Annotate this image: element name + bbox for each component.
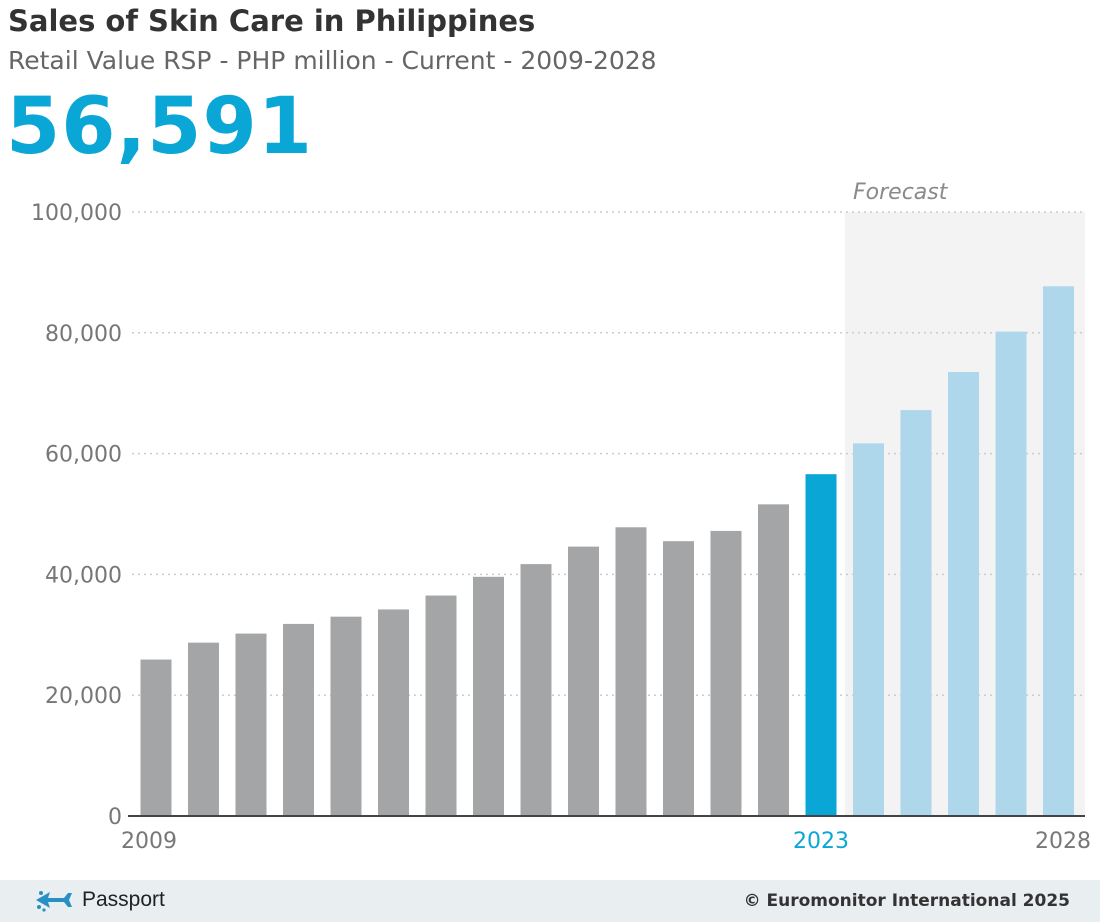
bar-2014 — [378, 609, 409, 816]
bar-2026 — [948, 372, 979, 816]
x-tick-label-2023: 2023 — [793, 829, 849, 854]
bar-2011 — [235, 633, 267, 816]
copyright-text: © Euromonitor International 2025 — [743, 891, 1070, 911]
bar-2021 — [710, 530, 742, 816]
y-tick-label: 80,000 — [45, 322, 122, 347]
brand-label: Passport — [82, 888, 165, 911]
bar-2016 — [473, 576, 504, 816]
y-tick-label: 20,000 — [45, 684, 122, 709]
chart-title: Sales of Skin Care in Philippines — [8, 4, 536, 38]
x-tick-label-2028: 2028 — [1035, 829, 1091, 854]
bar-2027 — [995, 331, 1027, 816]
passport-brand: Passport — [34, 887, 165, 913]
y-tick-label: 100,000 — [31, 201, 122, 226]
bar-2025 — [900, 410, 932, 816]
x-tick-label-2009: 2009 — [121, 829, 177, 854]
bar-2018 — [568, 546, 599, 816]
bar-2020 — [663, 541, 694, 816]
passport-logo-icon — [36, 891, 72, 912]
sales-bar-chart: Forecast 0 20,000 40,000 60,000 80,000 100,000… — [31, 180, 1091, 854]
forecast-label: Forecast — [853, 180, 949, 205]
bar-2028 — [1043, 286, 1074, 816]
bar-2022 — [758, 504, 789, 816]
bar-2013 — [330, 616, 362, 816]
bar-2019 — [615, 527, 647, 816]
y-tick-label: 0 — [108, 805, 122, 830]
headline-value: 56,591 — [6, 82, 313, 172]
y-tick-label: 40,000 — [45, 563, 122, 588]
chart-subtitle: Retail Value RSP - PHP million - Current… — [8, 46, 657, 75]
bar-2023 — [805, 474, 837, 816]
y-tick-label: 60,000 — [45, 443, 122, 468]
bar-2015 — [425, 595, 457, 816]
bar-2010 — [188, 642, 219, 816]
bar-2017 — [520, 564, 552, 816]
bar-2009 — [140, 659, 172, 816]
footer-bar: Passport © Euromonitor International 202… — [0, 880, 1100, 922]
bar-2012 — [283, 623, 314, 816]
bar-2024 — [853, 443, 884, 816]
